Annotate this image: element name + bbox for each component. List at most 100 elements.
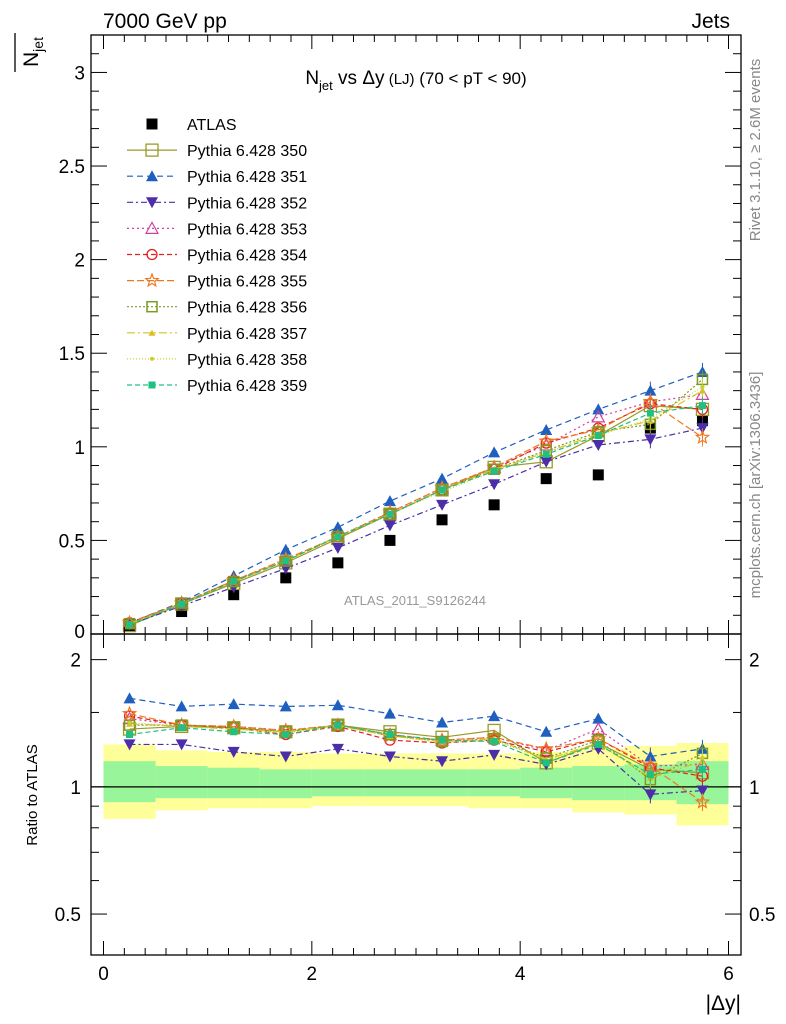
x-tick-label: 6	[723, 964, 734, 985]
ratio-line	[129, 715, 703, 777]
data-point	[490, 467, 498, 475]
data-point	[384, 534, 396, 546]
data-point	[644, 384, 657, 396]
ratio-point	[436, 756, 449, 768]
ratio-point	[644, 750, 657, 762]
legend-entry: Pythia 6.428 357	[127, 326, 307, 343]
ratio-point	[542, 759, 550, 767]
x-tick-label: 0	[98, 964, 109, 985]
band-green-bin	[103, 761, 156, 803]
ratio-tick-label-left: 2	[70, 651, 81, 672]
ratio-point	[332, 719, 344, 731]
legend-entry: Pythia 6.428 353	[127, 221, 307, 238]
series-line	[129, 371, 703, 624]
data-point	[591, 409, 606, 423]
ratio-point	[438, 736, 446, 744]
ratio-line	[129, 724, 703, 776]
band-green-bin	[468, 769, 521, 797]
band-green-bin	[363, 769, 416, 797]
data-point	[646, 409, 654, 417]
legend-label: Pythia 6.428 350	[187, 143, 307, 160]
y-tick-label: 3	[74, 63, 85, 84]
ratio-point	[386, 731, 394, 739]
legend-label: Pythia 6.428 357	[187, 326, 307, 343]
x-tick-label: 2	[307, 964, 318, 985]
series-line	[129, 427, 703, 626]
ratio-point	[436, 716, 449, 728]
band-green-bin	[520, 767, 573, 799]
data-point	[488, 479, 501, 491]
data-point	[383, 520, 396, 532]
ratio-line	[129, 697, 703, 758]
ratio-line	[129, 724, 703, 781]
legend-entry: Pythia 6.428 356	[127, 300, 307, 317]
ratio-point	[698, 765, 706, 773]
data-point	[540, 473, 552, 485]
data-point	[383, 495, 396, 507]
data-point	[540, 437, 552, 449]
y-tick-label-zero: 0	[74, 622, 85, 643]
ratio-point	[540, 725, 553, 737]
x-axis-label: |Δy|	[706, 992, 741, 1015]
ratio-point	[538, 740, 554, 756]
ratio-point	[700, 756, 705, 761]
data-point	[488, 499, 500, 511]
main-series-10	[126, 396, 706, 629]
data-point	[123, 617, 136, 630]
ratio-point	[696, 785, 709, 797]
ratio-series-9	[126, 721, 706, 784]
data-point	[538, 433, 554, 448]
data-point	[280, 572, 292, 584]
legend-entry: Pythia 6.428 351	[127, 169, 307, 186]
legend: ATLAS Pythia 6.428 350 Pythia 6.428 351 Pyt…	[127, 117, 307, 395]
ratio-point	[227, 746, 240, 758]
legend-entry: Pythia 6.428 354	[127, 248, 307, 265]
plot-title: Njet vs Δy (LJ) (70 < pT < 90)	[305, 68, 526, 93]
data-point	[383, 507, 397, 521]
data-point	[436, 472, 449, 484]
legend-marker	[146, 118, 158, 130]
data-point	[331, 542, 344, 554]
ratio-point	[127, 720, 132, 725]
ratio-point	[279, 751, 292, 763]
data-point	[592, 469, 604, 481]
data-point	[592, 439, 605, 451]
data-point	[698, 402, 706, 410]
ratio-tick-label-right: 0.5	[749, 905, 775, 926]
data-point	[230, 578, 238, 586]
process-label: Jets	[691, 10, 730, 33]
data-point	[227, 575, 240, 588]
ratio-point	[123, 739, 136, 751]
data-point	[436, 514, 448, 526]
legend-marker	[144, 272, 160, 288]
ratio-tick-label-left: 1	[70, 778, 81, 799]
data-point	[126, 621, 134, 629]
data-point	[175, 597, 188, 609]
ratio-tick-label-right: 2	[749, 651, 760, 672]
main-y-axis-label: Njet	[20, 37, 46, 67]
data-point	[540, 456, 553, 468]
legend-marker	[146, 300, 158, 313]
legend-entry: ATLAS	[146, 117, 237, 134]
data-point	[282, 557, 290, 565]
data-point	[540, 423, 553, 435]
band-green-bin	[572, 766, 625, 801]
main-series-2	[123, 362, 709, 628]
ratio-line	[129, 743, 703, 795]
analysis-watermark: ATLAS_2011_S9126244	[344, 593, 486, 608]
legend-label: ATLAS	[187, 117, 237, 134]
x-tick-label: 4	[515, 964, 526, 985]
legend-label: Pythia 6.428 352	[187, 195, 307, 212]
ratio-uncertainty-bands	[103, 742, 729, 826]
data-point	[280, 555, 292, 567]
legend-marker	[148, 381, 156, 389]
data-point	[334, 533, 342, 541]
legend-marker	[144, 221, 160, 234]
band-green-bin	[311, 769, 364, 797]
mcplots-label: mcplots.cern.ch [arXiv:1306.3436]	[747, 372, 764, 599]
legend-label: Pythia 6.428 353	[187, 221, 307, 238]
ratio-point	[178, 724, 186, 732]
series-line	[129, 393, 703, 625]
data-point	[178, 600, 186, 608]
